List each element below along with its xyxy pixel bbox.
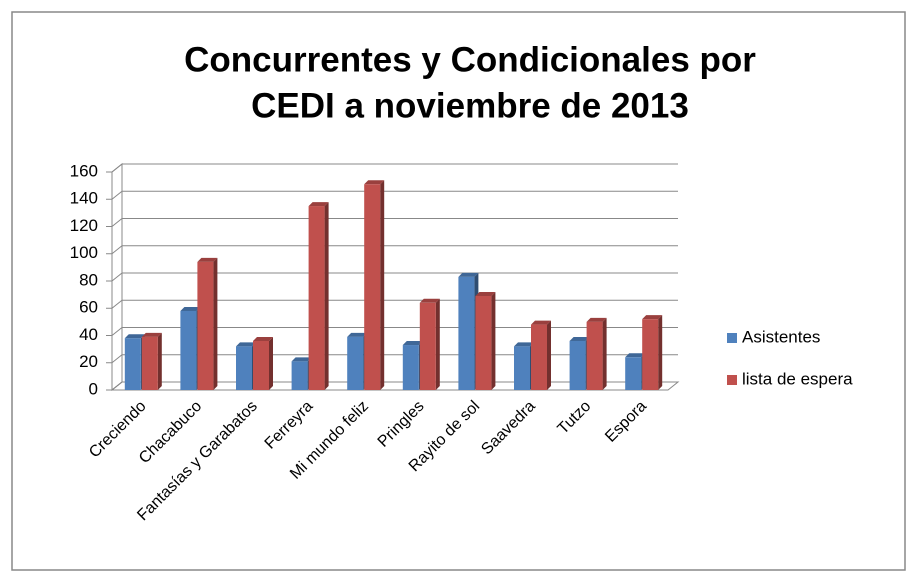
bar-top — [308, 202, 329, 207]
bar-front — [364, 184, 381, 390]
bar-top — [514, 342, 534, 347]
bar-front — [236, 346, 252, 390]
bar-front — [141, 336, 158, 390]
grid-line — [111, 190, 678, 200]
chart-title: Concurrentes y Condicionales por — [184, 40, 756, 79]
bar-top — [197, 257, 218, 262]
bar-top — [586, 317, 607, 322]
bar-side — [157, 332, 162, 390]
bar — [419, 298, 440, 390]
bar-side — [269, 336, 273, 390]
bar-side — [602, 317, 607, 390]
y-tick-label: 0 — [89, 379, 98, 398]
bar — [531, 320, 551, 390]
bar-top — [625, 353, 646, 358]
bar-side — [213, 257, 218, 390]
bar-front — [180, 310, 197, 390]
bar-front — [642, 319, 659, 390]
bar-side — [380, 180, 385, 390]
bar — [141, 332, 162, 390]
bar-front — [253, 340, 269, 390]
bar-top — [347, 332, 368, 337]
chart-title: CEDI a noviembre de 2013 — [251, 86, 689, 125]
bar-front — [308, 206, 325, 390]
bar-front — [402, 345, 419, 390]
grid-line — [111, 163, 678, 173]
bar-front — [419, 302, 436, 390]
y-tick-label: 140 — [70, 189, 98, 208]
legend-swatch — [727, 375, 737, 385]
y-tick-label: 160 — [70, 161, 98, 180]
y-tick-label: 80 — [79, 270, 98, 289]
bar-front — [124, 338, 141, 390]
bar-front — [514, 346, 530, 390]
y-tick-label: 120 — [70, 216, 98, 235]
bar-top — [402, 341, 423, 346]
bar-top — [124, 334, 145, 339]
legend-label: Asistentes — [742, 327, 820, 346]
bar-top — [180, 306, 201, 311]
bar-side — [547, 320, 551, 390]
bar-top — [458, 272, 479, 277]
bar — [475, 291, 496, 390]
grid-line — [111, 272, 678, 282]
bar-top — [642, 315, 663, 320]
y-tick-label: 20 — [79, 352, 98, 371]
y-tick-label: 40 — [79, 325, 98, 344]
bar-side — [491, 291, 496, 390]
bar-side — [658, 315, 663, 390]
bar-top — [419, 298, 440, 303]
y-tick-label: 100 — [70, 243, 98, 262]
bar-front — [625, 357, 642, 390]
bar — [642, 315, 663, 390]
legend-label: lista de espera — [742, 369, 853, 388]
bar-top — [569, 336, 590, 341]
bar-top — [475, 291, 496, 296]
y-tick-label: 60 — [79, 298, 98, 317]
bar-front — [291, 361, 308, 390]
bar-top — [236, 342, 256, 347]
bar-side — [435, 298, 440, 390]
bar-top — [364, 180, 385, 185]
bar-top — [531, 320, 551, 325]
bar-front — [475, 295, 492, 390]
legend-swatch — [727, 333, 737, 343]
bar — [308, 202, 329, 390]
grid-line — [111, 218, 678, 227]
bar-top — [291, 357, 312, 362]
bar-front — [197, 261, 214, 390]
bar — [364, 180, 385, 390]
bar-front — [586, 321, 603, 390]
bar — [253, 336, 273, 390]
bar-front — [569, 340, 586, 390]
bar-front — [347, 336, 364, 390]
grid-line — [111, 245, 678, 255]
bar-front — [458, 276, 475, 390]
bar — [586, 317, 607, 390]
bar-front — [531, 324, 547, 390]
bar-top — [141, 332, 162, 337]
bar — [197, 257, 218, 390]
bar-top — [253, 336, 273, 341]
bar-side — [324, 202, 329, 390]
